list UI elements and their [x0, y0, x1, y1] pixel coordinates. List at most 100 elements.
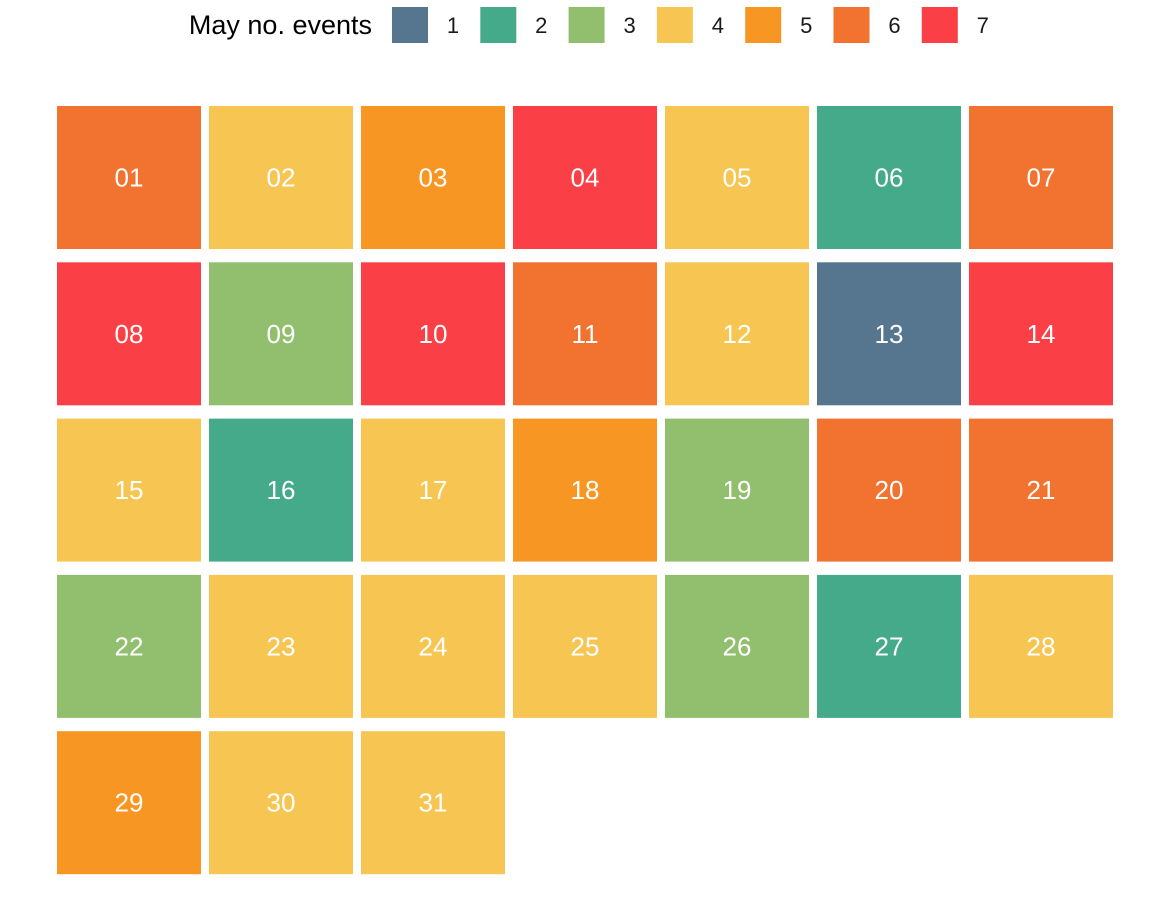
day-label: 26 — [723, 631, 752, 661]
day-label: 10 — [419, 319, 448, 349]
legend-label-5: 5 — [800, 13, 812, 38]
day-cell-04: 04 — [513, 106, 657, 249]
day-cell-03: 03 — [361, 106, 505, 249]
day-label: 30 — [267, 788, 296, 818]
day-label: 27 — [875, 631, 904, 661]
day-tile — [361, 106, 505, 249]
day-cell-25: 25 — [513, 574, 657, 718]
day-tile — [817, 106, 961, 249]
day-label: 12 — [723, 319, 752, 349]
day-tile — [665, 574, 809, 718]
day-label: 18 — [571, 475, 600, 505]
day-tile — [969, 262, 1113, 406]
day-tile — [817, 418, 961, 562]
day-tile — [361, 262, 505, 406]
calendar-grid: 01 02 03 04 05 06 07 08 09 10 11 12 13 14 15 16 17 18 19 20… — [57, 106, 1113, 875]
day-label: 29 — [115, 788, 144, 818]
day-tile — [817, 262, 961, 406]
day-cell-10: 10 — [361, 262, 505, 406]
legend-swatch-1 — [392, 7, 428, 43]
day-cell-26: 26 — [665, 574, 809, 718]
day-label: 06 — [875, 163, 904, 193]
day-tile — [969, 106, 1113, 249]
legend: May no. events 1 2 3 4 5 6 7 — [189, 7, 989, 43]
day-label: 07 — [1027, 163, 1056, 193]
day-tile — [513, 262, 657, 406]
day-cell-19: 19 — [665, 418, 809, 562]
day-label: 15 — [115, 475, 144, 505]
day-label: 04 — [571, 163, 600, 193]
day-label: 25 — [571, 631, 600, 661]
day-tile — [665, 262, 809, 406]
legend-label-7: 7 — [977, 13, 989, 38]
day-label: 02 — [267, 163, 296, 193]
day-cell-23: 23 — [209, 574, 353, 718]
day-label: 14 — [1027, 319, 1056, 349]
day-cell-05: 05 — [665, 106, 809, 249]
day-label: 13 — [875, 319, 904, 349]
legend-swatch-3 — [568, 7, 605, 43]
day-tile — [361, 731, 505, 875]
day-tile — [513, 106, 657, 249]
day-label: 31 — [419, 788, 448, 818]
legend-label-4: 4 — [712, 13, 724, 38]
day-tile — [57, 418, 201, 562]
day-tile — [57, 731, 201, 875]
day-tile — [209, 731, 353, 875]
day-label: 08 — [115, 319, 144, 349]
day-cell-01: 01 — [57, 106, 201, 249]
day-cell-29: 29 — [57, 731, 201, 875]
day-tile — [361, 574, 505, 718]
day-cell-12: 12 — [665, 262, 809, 406]
day-cell-30: 30 — [209, 731, 353, 875]
legend-label-3: 3 — [623, 13, 635, 38]
day-cell-20: 20 — [817, 418, 961, 562]
day-cell-13: 13 — [817, 262, 961, 406]
day-tile — [209, 574, 353, 718]
legend-label-6: 6 — [888, 13, 900, 38]
day-cell-06: 06 — [817, 106, 961, 249]
day-tile — [969, 574, 1113, 718]
day-cell-17: 17 — [361, 418, 505, 562]
day-tile — [57, 106, 201, 249]
day-label: 03 — [419, 163, 448, 193]
legend-swatch-6 — [833, 7, 870, 43]
day-cell-24: 24 — [361, 574, 505, 718]
day-cell-14: 14 — [969, 262, 1113, 406]
day-label: 16 — [267, 475, 296, 505]
day-label: 09 — [267, 319, 296, 349]
day-tile — [57, 262, 201, 406]
day-label: 24 — [419, 631, 448, 661]
day-label: 17 — [419, 475, 448, 505]
day-label: 23 — [267, 631, 296, 661]
day-cell-09: 09 — [209, 262, 353, 406]
day-tile — [361, 418, 505, 562]
day-cell-15: 15 — [57, 418, 201, 562]
day-cell-22: 22 — [57, 574, 201, 718]
day-label: 11 — [572, 319, 599, 349]
day-label: 20 — [875, 475, 904, 505]
day-cell-21: 21 — [969, 418, 1113, 562]
day-tile — [209, 262, 353, 406]
day-cell-31: 31 — [361, 731, 505, 875]
day-cell-28: 28 — [969, 574, 1113, 718]
day-cell-11: 11 — [513, 262, 657, 406]
legend-label-2: 2 — [535, 13, 547, 38]
day-label: 19 — [723, 475, 752, 505]
day-label: 01 — [115, 163, 144, 193]
legend-title: May no. events — [189, 10, 372, 40]
legend-swatch-2 — [480, 7, 517, 43]
day-tile — [513, 574, 657, 718]
day-tile — [817, 574, 961, 718]
day-cell-18: 18 — [513, 418, 657, 562]
day-tile — [209, 418, 353, 562]
day-tile — [665, 418, 809, 562]
day-label: 28 — [1027, 631, 1056, 661]
day-tile — [665, 106, 809, 249]
day-cell-16: 16 — [209, 418, 353, 562]
day-cell-07: 07 — [969, 106, 1113, 249]
day-label: 05 — [723, 163, 752, 193]
day-tile — [513, 418, 657, 562]
day-tile — [209, 106, 353, 249]
